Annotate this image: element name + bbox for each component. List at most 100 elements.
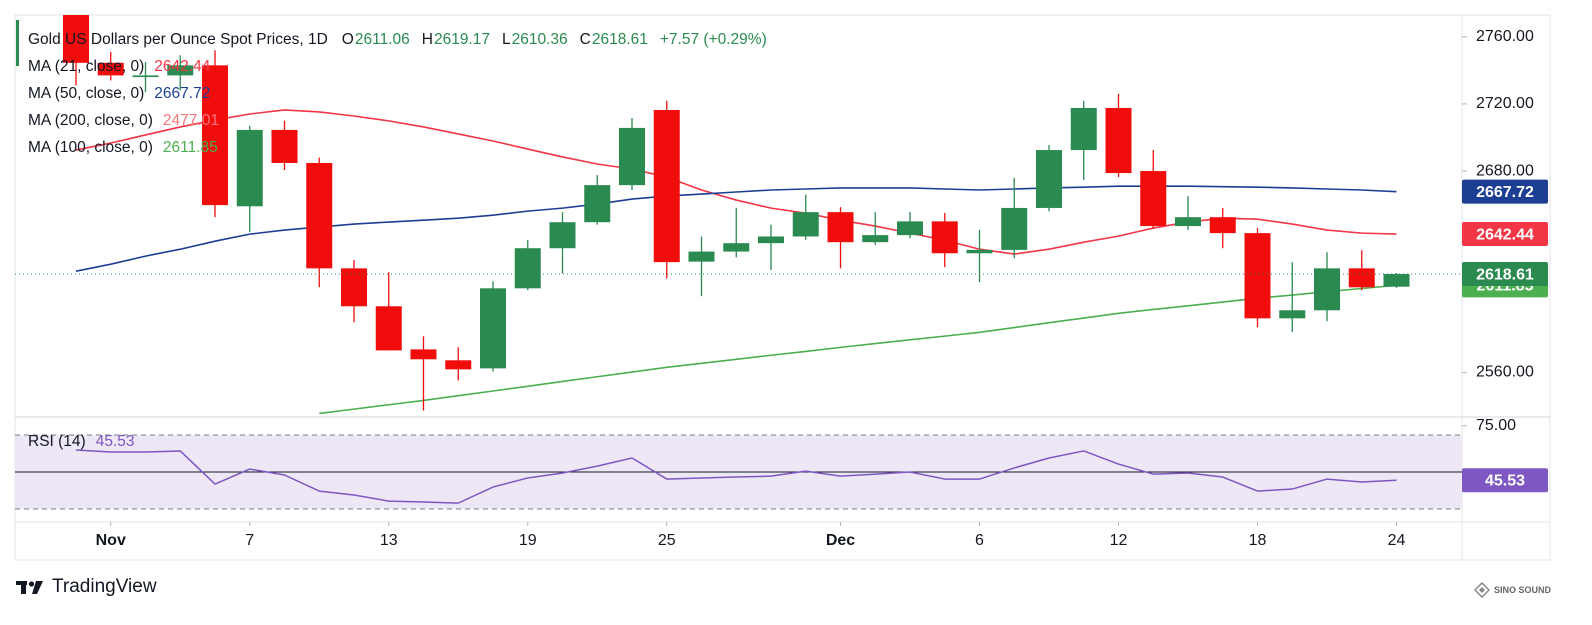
candle-body [1105,107,1132,174]
candle-body [375,306,402,351]
moving-average-line [319,284,1397,415]
ohlc-value: 2619.17 [433,31,490,48]
watermark: SINO SOUND [1474,582,1551,598]
candle-body [306,162,333,269]
axes: 2560.00 2680.00 2720.00 2760.00 75.00 Nov 7 13 1… [96,28,1548,549]
ohlc-label: H [421,31,433,48]
y-tick-label: 2720.00 [1476,95,1534,112]
legend-row: Gold US Dollars per Ounce Spot Prices, 1… [28,26,772,53]
candle-body [1279,310,1306,319]
candle-body [1001,207,1028,250]
brand-logo [16,581,43,594]
price-tag-label: 2618.61 [1476,266,1534,283]
legend-value: 2611.85 [162,139,218,156]
candle-body [758,236,784,244]
y-tick-label: 2680.00 [1476,162,1534,179]
candle-body [897,221,923,236]
ohlc-value: 2610.36 [511,31,568,48]
brand-name: TradingView [52,576,157,597]
price-tag [1462,179,1548,204]
candle-body [132,75,159,78]
watermark-icon [1474,582,1490,598]
ohlc-label: L [501,31,511,48]
candle-body [1348,268,1375,288]
brand: TradingView [16,576,157,598]
ohlc-value: 2618.61 [591,31,648,48]
price-tag-label: 2667.72 [1476,184,1534,201]
candle-body [341,268,367,307]
x-tick-label: 6 [975,532,984,549]
legend-name: MA (50, close, 0) [28,85,145,102]
candle-body [688,251,715,262]
legend-title: Gold US Dollars per Ounce Spot Prices, 1… [28,31,328,48]
x-tick-label: 7 [245,532,254,549]
legend-row: MA (100, close, 0) 2611.85 [28,134,772,161]
price-tag-label: 2642.44 [1476,226,1534,243]
legend-row: MA (50, close, 0) 2667.72 [28,80,772,107]
candle-body [549,222,576,249]
candle-body [514,248,541,289]
candle-body [445,360,472,370]
candle-body [653,109,680,263]
legend-name: MA (21, close, 0) [28,58,145,75]
candle-body [236,129,263,207]
candle-body [931,221,958,254]
x-tick-label: Nov [96,532,126,549]
rsi-pane [15,434,1462,510]
price-legend: Gold US Dollars per Ounce Spot Prices, 1… [28,26,772,161]
candle-body [1383,274,1410,287]
candle-body [792,212,819,237]
legend-row: MA (21, close, 0) 2642.44 [28,53,772,80]
y-tick-label: 75.00 [1476,417,1516,434]
price-tag [1462,222,1548,247]
y-tick-label: 2760.00 [1476,28,1534,45]
candle-body [723,243,750,252]
y-tick-label: 2560.00 [1476,364,1534,381]
moving-average-line [75,185,1397,272]
candle-body [1140,171,1167,227]
candle-body [1175,217,1201,227]
candle-body [97,62,124,76]
legend-marker [16,20,19,66]
candle-body [271,129,298,163]
legend-value: 2667.72 [154,85,211,102]
candle-body [1070,107,1097,151]
candle-body [862,235,889,243]
price-pane [15,15,1462,415]
x-tick-label: 12 [1110,532,1128,549]
legend-name: RSI (14) [28,433,86,450]
x-tick-label: 19 [519,532,537,549]
ohlc-label: O [341,31,354,48]
x-tick-label: 13 [380,532,398,549]
x-tick-label: 25 [658,532,676,549]
candle-body [1036,150,1062,208]
candle-body [966,249,993,254]
candle-body [619,127,645,186]
x-tick-label: 24 [1388,532,1406,549]
chart-frame [14,14,1551,561]
x-tick-label: 18 [1249,532,1267,549]
candle-body [167,65,194,76]
legend-name: MA (100, close, 0) [28,139,153,156]
candle-body [410,349,437,360]
candle-body [584,185,611,223]
ohlc-value: 2611.06 [354,31,410,48]
candle-body [480,288,506,369]
x-tick-label: Dec [826,532,855,549]
watermark-text: SINO SOUND [1494,585,1552,595]
legend-value: 2642.44 [154,58,211,75]
rsi-line [75,449,1397,504]
legend-value: 2477.01 [162,112,219,129]
candle-body [1209,217,1236,234]
legend-value: 45.53 [95,433,135,450]
legend-row: RSI (14) 45.53 [28,428,140,455]
ohlc-label: C [579,31,591,48]
price-tag [1462,262,1548,287]
change-value: +7.57 (+0.29%) [659,31,767,48]
candle-body [1314,268,1340,311]
legend-name: MA (200, close, 0) [28,112,153,129]
price-tag-label: 45.53 [1485,473,1525,490]
rsi-legend: RSI (14) 45.53 [28,428,140,455]
